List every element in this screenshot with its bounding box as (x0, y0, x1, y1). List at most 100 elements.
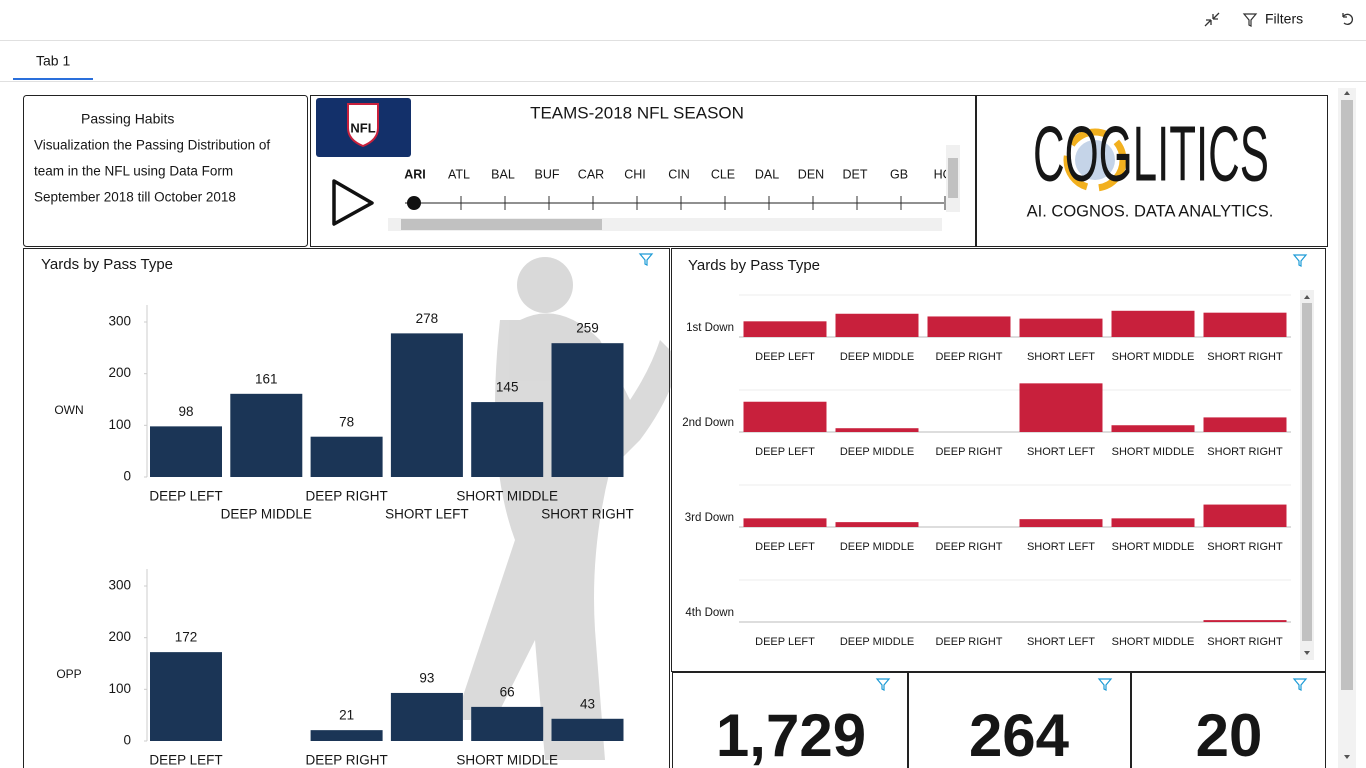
kpi-tile (908, 672, 1131, 768)
x-tick-label: DEEP MIDDLE (840, 351, 914, 363)
value-label: 78 (339, 414, 354, 429)
info-description: team in the NFL using Data Form (34, 164, 233, 179)
team-label[interactable]: DEN (798, 167, 824, 181)
row-label: 1st Down (686, 322, 734, 334)
play-button[interactable] (332, 179, 374, 226)
y-tick-label: 0 (123, 733, 131, 748)
bar (1111, 425, 1195, 432)
x-tick-label: SHORT RIGHT (1207, 351, 1283, 363)
bar (310, 730, 383, 741)
slider-v-thumb[interactable] (948, 158, 958, 198)
x-tick-label: DEEP RIGHT (935, 446, 1002, 458)
slider-h-thumb[interactable] (401, 219, 602, 230)
value-label: 93 (419, 671, 434, 686)
bar (390, 333, 463, 477)
y-tick-label: 100 (108, 681, 131, 696)
team-label[interactable]: DET (843, 167, 868, 181)
x-tick-label: SHORT MIDDLE (1112, 636, 1195, 648)
bar (743, 518, 827, 527)
bar (230, 393, 303, 477)
team-label[interactable]: CLE (711, 167, 735, 181)
brand-name: COGLITICS (1033, 110, 1269, 198)
right-chart-panel (671, 248, 1326, 672)
team-label[interactable]: GB (890, 167, 908, 181)
x-tick-label: DEEP MIDDLE (840, 446, 914, 458)
kpi-value: 264 (969, 702, 1070, 768)
kpi-tile (1131, 672, 1326, 768)
bar (551, 718, 624, 741)
value-label: 66 (500, 684, 515, 699)
row-label: 2nd Down (682, 417, 734, 429)
filters-button[interactable]: Filters (1242, 11, 1303, 27)
x-tick-label: DEEP RIGHT (305, 489, 387, 504)
brand-ring (1063, 128, 1127, 192)
bar (1019, 318, 1103, 337)
collapse-button[interactable] (1204, 12, 1220, 27)
value-label: 21 (339, 708, 354, 723)
x-tick-label: DEEP MIDDLE (221, 507, 312, 522)
value-label: 259 (576, 321, 599, 336)
x-tick-label: SHORT LEFT (1027, 351, 1095, 363)
x-tick-label: DEEP LEFT (755, 636, 815, 648)
team-label[interactable]: CIN (668, 167, 690, 181)
filter-icon[interactable] (1292, 254, 1308, 267)
team-label[interactable]: BUF (535, 167, 560, 181)
row-label: OWN (54, 403, 83, 417)
x-tick-label: SHORT MIDDLE (1112, 541, 1195, 553)
team-label[interactable]: ATL (448, 167, 470, 181)
bar (310, 436, 383, 477)
nfl-logo-text: NFL (350, 120, 375, 135)
bar (835, 522, 919, 527)
x-tick-label: SHORT MIDDLE (1112, 351, 1195, 363)
bar (1019, 519, 1103, 527)
bar (390, 692, 463, 741)
x-tick-label: SHORT MIDDLE (456, 753, 558, 768)
filter-icon[interactable] (638, 253, 654, 266)
chart-scroll-thumb[interactable] (1302, 303, 1312, 641)
team-label[interactable]: CHI (624, 167, 646, 181)
x-tick-label: SHORT LEFT (1027, 636, 1095, 648)
team-label[interactable]: CAR (578, 167, 604, 181)
team-label[interactable]: ARI (404, 167, 426, 181)
brand-globe (1075, 140, 1115, 180)
bar (927, 316, 1011, 337)
filter-icon[interactable] (875, 678, 1308, 691)
slider-handle[interactable] (407, 196, 421, 210)
bar (1203, 417, 1287, 432)
x-tick-label: SHORT MIDDLE (1112, 446, 1195, 458)
bar (150, 652, 222, 741)
y-tick-label: 200 (108, 365, 131, 380)
reset-button[interactable] (1342, 13, 1353, 25)
page-scroll-thumb[interactable] (1341, 100, 1353, 690)
right-chart-title: Yards by Pass Type (688, 257, 820, 274)
bar (1203, 620, 1287, 622)
y-tick-label: 200 (108, 629, 131, 644)
x-tick-label: DEEP LEFT (755, 446, 815, 458)
x-tick-label: SHORT RIGHT (1207, 636, 1283, 648)
kpi-value: 20 (1196, 702, 1263, 768)
filters-label: Filters (1265, 11, 1303, 27)
row-label: 3rd Down (685, 512, 734, 524)
bar (835, 313, 919, 337)
value-label: 98 (178, 404, 193, 419)
tab[interactable]: Tab 1 (36, 53, 70, 69)
x-tick-label: SHORT MIDDLE (456, 489, 558, 504)
x-tick-label: DEEP LEFT (755, 541, 815, 553)
bar (1019, 383, 1103, 432)
tab-underline (13, 78, 93, 80)
left-chart-panel (23, 248, 670, 768)
x-tick-label: SHORT LEFT (1027, 541, 1095, 553)
team-label[interactable]: BAL (491, 167, 515, 181)
team-label[interactable]: DAL (755, 167, 779, 181)
x-tick-label: DEEP LEFT (755, 351, 815, 363)
x-tick-label: SHORT LEFT (385, 507, 469, 522)
x-tick-label: DEEP RIGHT (935, 541, 1002, 553)
x-tick-label: DEEP MIDDLE (840, 541, 914, 553)
slider-title: TEAMS-2018 NFL SEASON (530, 103, 744, 122)
x-tick-label: SHORT RIGHT (1207, 446, 1283, 458)
bar (471, 706, 544, 741)
row-label: OPP (56, 667, 81, 681)
x-tick-label: SHORT LEFT (1027, 446, 1095, 458)
y-tick-label: 0 (123, 469, 131, 484)
left-chart-title: Yards by Pass Type (41, 256, 173, 273)
